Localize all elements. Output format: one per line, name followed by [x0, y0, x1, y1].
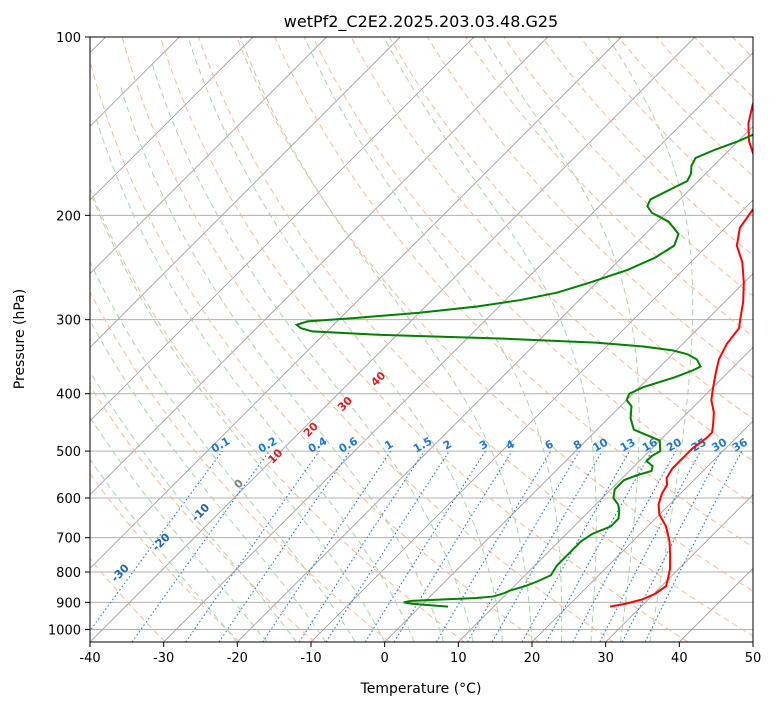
- mixing-ratio-lines: [90, 450, 743, 642]
- isotherm-line: [458, 346, 753, 642]
- mixing-ratio-line: [218, 450, 351, 642]
- y-tick-label: 400: [56, 388, 81, 403]
- dry-adiabat-line: [503, 37, 753, 297]
- moist-adiabat-line: [90, 189, 386, 642]
- plot-frame: [89, 36, 754, 643]
- isotherm-line: [531, 420, 753, 642]
- y-tick-label: 500: [56, 445, 81, 460]
- isotherm-line: [90, 37, 401, 348]
- mixing-ratio-line: [521, 450, 630, 642]
- moist-adiabat-line: [187, 37, 504, 642]
- moist-adiabat-line: [94, 114, 415, 642]
- y-tick-label: 100: [56, 31, 81, 46]
- moist-adiabat-line: [90, 319, 327, 642]
- dry-adiabat-line: [312, 37, 753, 505]
- dry-adiabat-line: [426, 37, 753, 378]
- isotherm-line: [310, 199, 753, 642]
- x-tick-label: 40: [671, 651, 688, 666]
- mixing-ratio-line: [572, 450, 677, 642]
- moist-adiabat-line: [482, 37, 640, 642]
- dry-adiabat-line: [465, 37, 753, 337]
- y-tick-label: 1000: [48, 623, 81, 638]
- mixing-ratio-line: [262, 450, 392, 642]
- moist-adiabat-line: [239, 37, 533, 642]
- x-tick-label: 20: [524, 651, 541, 666]
- x-axis-ticks: -40 -30 -20 -10 0 10 20 30 40 50: [79, 642, 761, 666]
- moist-adiabat-line: [90, 416, 268, 642]
- moist-adiabat-line: [90, 370, 297, 642]
- dry-adiabat-line: [121, 37, 614, 642]
- dry-adiabat-line: [90, 291, 390, 642]
- dry-adiabat-line: [388, 37, 753, 420]
- mixing-ratio-line: [90, 450, 223, 632]
- mixing-ratio-line: [644, 450, 743, 642]
- isotherm-line: [384, 273, 753, 642]
- moist-adiabat-line: [150, 61, 474, 642]
- isotherm-line: [90, 37, 475, 422]
- y-tick-label: 900: [56, 596, 81, 611]
- x-tick-label: -10: [300, 651, 321, 666]
- moist-adiabat-line: [607, 37, 694, 642]
- dry-adiabat-line: [90, 59, 540, 642]
- dry-adiabat-line: [90, 472, 241, 642]
- moist-adiabat-line: [303, 37, 563, 642]
- x-tick-label: -20: [227, 651, 248, 666]
- background-lines: [90, 37, 753, 642]
- dry-adiabat-line: [159, 37, 689, 642]
- y-tick-label: 800: [56, 566, 81, 581]
- mixing-ratio-line: [298, 450, 425, 642]
- isotherm-line: [90, 37, 254, 201]
- x-tick-label: 50: [745, 651, 762, 666]
- dry-adiabat-line: [198, 37, 753, 637]
- x-tick-label: 30: [597, 651, 614, 666]
- x-tick-label: -30: [153, 651, 174, 666]
- x-axis-label: Temperature (°C): [360, 681, 482, 697]
- plot-background: [90, 37, 753, 642]
- dry-adiabat-line: [236, 37, 753, 592]
- y-tick-label: 300: [56, 314, 81, 329]
- dry-adiabat-line: [350, 37, 753, 462]
- moist-adiabat-line: [90, 260, 356, 642]
- mixing-ratio-line: [131, 450, 270, 642]
- isotherm-line: [163, 52, 753, 642]
- mixing-ratio-line: [325, 450, 450, 642]
- x-tick-label: 0: [381, 651, 389, 666]
- pressure-gridlines: [90, 37, 753, 630]
- moist-adiabat-line: [383, 37, 597, 642]
- isotherm-line: [90, 37, 548, 496]
- mixing-ratio-line: [393, 450, 513, 642]
- y-tick-label: 700: [56, 532, 81, 547]
- dry-adiabat-line: [90, 384, 316, 642]
- y-tick-label: 600: [56, 492, 81, 507]
- chart-title: wetPf2_C2E2.2025.203.03.48.G25: [284, 12, 558, 32]
- isotherm-line: [90, 37, 696, 642]
- isotherm-line: [90, 37, 327, 275]
- x-tick-label: -40: [79, 651, 100, 666]
- y-axis-ticks: 100 200 300 400 500 600 700 800 900 1000: [48, 31, 90, 638]
- isotherm-line: [90, 37, 622, 569]
- mixing-ratio-line: [185, 450, 320, 642]
- dewpoint-series-line: [294, 133, 753, 608]
- x-tick-label: 10: [450, 651, 467, 666]
- y-axis-label: Pressure (hPa): [12, 289, 28, 389]
- y-tick-label: 200: [56, 209, 81, 224]
- dry-adiabat-line: [90, 186, 465, 642]
- mixing-ratio-line: [545, 450, 653, 642]
- isotherm-line: [605, 494, 753, 642]
